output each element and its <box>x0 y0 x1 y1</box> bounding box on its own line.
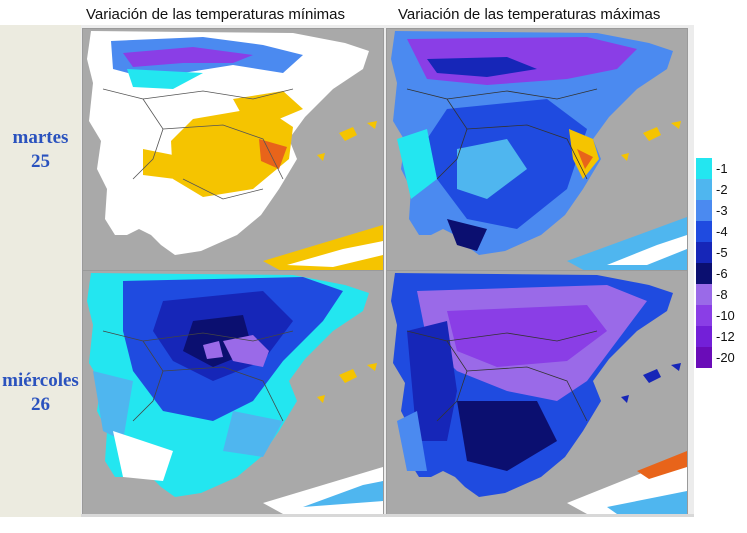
legend-row: -3 <box>696 200 740 221</box>
legend-swatch <box>696 305 712 326</box>
legend-swatch <box>696 326 712 347</box>
color-legend: -1 -2 -3 -4 -5 -6 -8 -10 -12 -20 <box>696 158 740 368</box>
day-name-wednesday: miércoles <box>2 370 79 391</box>
map-tuesday-max <box>386 28 688 273</box>
legend-swatch <box>696 347 712 368</box>
legend-row: -6 <box>696 263 740 284</box>
row-label-tuesday: martes 25 <box>0 126 81 174</box>
legend-label: -10 <box>716 308 735 323</box>
map-wednesday-min <box>82 270 384 515</box>
legend-label: -12 <box>716 329 735 344</box>
purple-core <box>223 335 269 367</box>
row-label-strip <box>0 25 81 517</box>
legend-swatch <box>696 242 712 263</box>
legend-label: -5 <box>716 245 728 260</box>
balearic-islands <box>621 121 681 161</box>
legend-row: -10 <box>696 305 740 326</box>
min-temp-title: Variación de las temperaturas mínimas <box>86 6 345 23</box>
day-name-tuesday: martes <box>12 127 69 148</box>
balearic-islands <box>317 121 377 161</box>
legend-row: -5 <box>696 242 740 263</box>
legend-swatch <box>696 263 712 284</box>
legend-label: -2 <box>716 182 728 197</box>
legend-label: -20 <box>716 350 735 365</box>
legend-row: -4 <box>696 221 740 242</box>
warm-anomaly-area <box>171 107 293 197</box>
day-date-wednesday: 26 <box>31 394 50 415</box>
map-wednesday-max <box>386 270 688 515</box>
legend-row: -12 <box>696 326 740 347</box>
map-tuesday-min <box>82 28 384 273</box>
day-date-tuesday: 25 <box>31 151 50 172</box>
legend-row: -20 <box>696 347 740 368</box>
legend-swatch <box>696 158 712 179</box>
legend-label: -4 <box>716 224 728 239</box>
maps-bottom-border <box>81 514 694 517</box>
balearic-islands <box>621 363 681 403</box>
legend-label: -1 <box>716 161 728 176</box>
legend-swatch <box>696 179 712 200</box>
max-temp-title: Variación de las temperaturas máximas <box>398 6 661 23</box>
legend-label: -3 <box>716 203 728 218</box>
legend-swatch <box>696 284 712 305</box>
legend-row: -1 <box>696 158 740 179</box>
legend-label: -6 <box>716 266 728 281</box>
legend-row: -8 <box>696 284 740 305</box>
legend-row: -2 <box>696 179 740 200</box>
legend-label: -8 <box>716 287 728 302</box>
balearic-islands <box>317 363 377 403</box>
row-label-wednesday: miércoles 26 <box>0 369 81 417</box>
legend-swatch <box>696 221 712 242</box>
legend-swatch <box>696 200 712 221</box>
